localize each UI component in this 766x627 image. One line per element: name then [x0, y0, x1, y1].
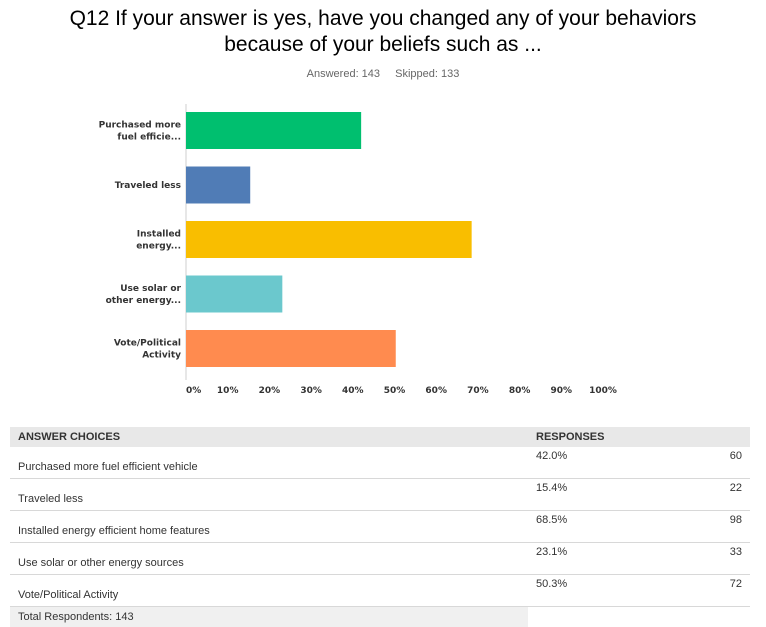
x-tick-label-10: 100%: [589, 386, 617, 396]
bar-2: [186, 221, 472, 258]
footer-blank: [528, 607, 750, 627]
table-row: Installed energy efficient home features…: [10, 511, 750, 543]
row-count: 33: [634, 543, 750, 575]
category-label-1-0: Traveled less: [115, 181, 181, 191]
row-choice: Use solar or other energy sources: [10, 543, 528, 575]
bar-3: [186, 276, 282, 313]
category-label-3-0: Use solar or: [120, 284, 181, 294]
category-label-2-0: Installed: [137, 230, 181, 240]
bar-0: [186, 112, 361, 149]
bar-1: [186, 167, 250, 204]
table-row: Use solar or other energy sources 23.1% …: [10, 543, 750, 575]
row-percent: 15.4%: [528, 479, 634, 511]
category-label-0-1: fuel efficie...: [117, 133, 181, 143]
responses-table: ANSWER CHOICES RESPONSES Purchased more …: [10, 427, 750, 627]
table-footer-row: Total Respondents: 143: [10, 607, 750, 627]
row-percent: 23.1%: [528, 543, 634, 575]
row-count: 60: [634, 447, 750, 479]
row-count: 98: [634, 511, 750, 543]
x-tick-label-5: 50%: [384, 386, 406, 396]
category-label-4-0: Vote/Political: [114, 339, 181, 349]
row-count: 22: [634, 479, 750, 511]
category-label-0-0: Purchased more: [99, 121, 181, 131]
row-choice: Installed energy efficient home features: [10, 511, 528, 543]
table-row: Vote/Political Activity 50.3% 72: [10, 575, 750, 607]
x-tick-label-7: 70%: [467, 386, 489, 396]
x-tick-label-1: 10%: [217, 386, 239, 396]
category-label-4-1: Activity: [142, 351, 181, 361]
category-label-3-1: other energy...: [106, 296, 181, 306]
row-percent: 68.5%: [528, 511, 634, 543]
x-tick-label-4: 40%: [342, 386, 364, 396]
row-choice: Traveled less: [10, 479, 528, 511]
bar-4: [186, 330, 396, 367]
header-responses: RESPONSES: [528, 427, 750, 447]
total-respondents: Total Respondents: 143: [10, 607, 528, 627]
x-tick-label-2: 20%: [259, 386, 281, 396]
table-row: Traveled less 15.4% 22: [10, 479, 750, 511]
row-count: 72: [634, 575, 750, 607]
x-tick-label-0: 0%: [186, 386, 201, 396]
x-tick-label-8: 80%: [509, 386, 531, 396]
bar-chart: Purchased more fuel efficie... Traveled le…: [0, 0, 766, 420]
header-answer-choices: ANSWER CHOICES: [10, 427, 528, 447]
row-percent: 42.0%: [528, 447, 634, 479]
table-header-row: ANSWER CHOICES RESPONSES: [10, 427, 750, 447]
category-label-2-1: energy...: [136, 242, 181, 252]
x-tick-label-9: 90%: [551, 386, 573, 396]
x-tick-label-3: 30%: [300, 386, 322, 396]
table-body: Purchased more fuel efficient vehicle 42…: [10, 447, 750, 627]
row-choice: Vote/Political Activity: [10, 575, 528, 607]
x-tick-label-6: 60%: [425, 386, 447, 396]
row-choice: Purchased more fuel efficient vehicle: [10, 447, 528, 479]
row-percent: 50.3%: [528, 575, 634, 607]
table-row: Purchased more fuel efficient vehicle 42…: [10, 447, 750, 479]
